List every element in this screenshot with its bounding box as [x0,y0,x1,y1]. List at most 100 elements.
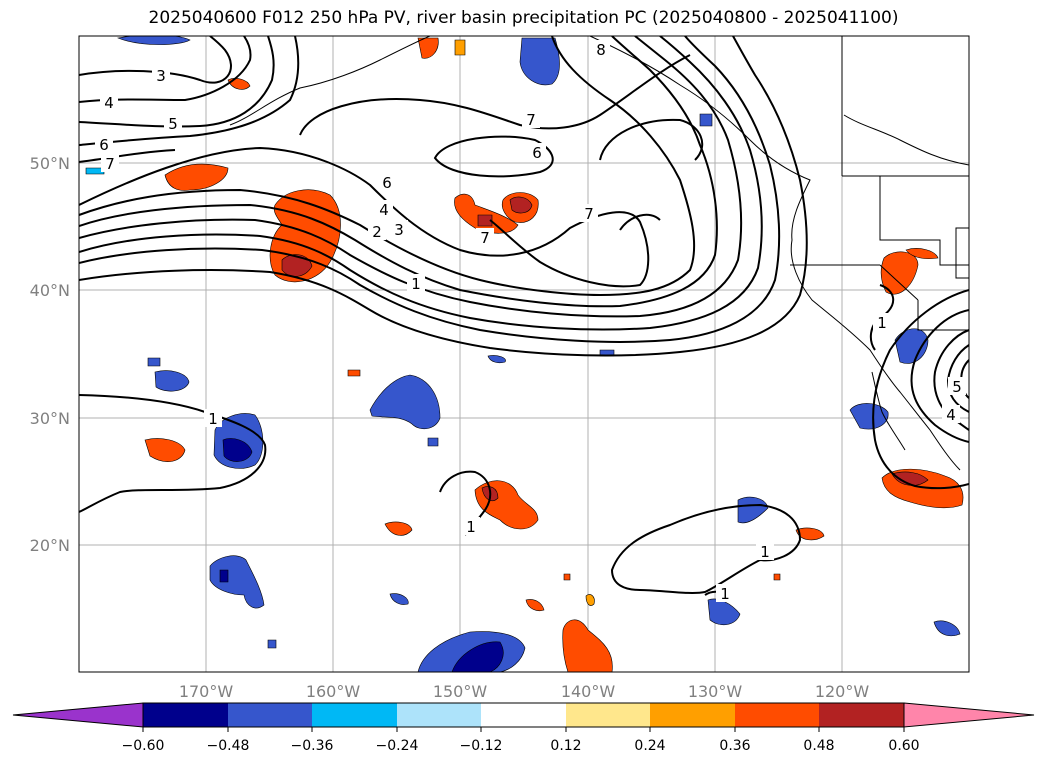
pv-contour [79,36,232,84]
colorbar-tick-label: −0.24 [376,738,419,754]
colorbar: −0.60 −0.48 −0.36 −0.24 −0.12 0.12 0.24 … [12,702,1035,754]
colorbar-tick-label: 0.12 [550,738,581,754]
contour-label: 2 [372,223,382,241]
colorbar-tick-label: −0.48 [207,738,250,754]
precip-blob [384,521,413,536]
coastlines [229,36,969,471]
precip-blob [154,370,190,392]
colorbar-tick-label: 0.48 [803,738,834,754]
contour-label: 7 [584,205,594,223]
colorbar-tick-label: −0.12 [460,738,503,754]
pv-contour [79,36,718,308]
precip-blob [454,39,466,56]
precip-blob [116,36,191,45]
pv-contour [79,36,763,331]
lon-tick-label: 130°W [688,682,743,701]
precip-blob [85,167,105,175]
contour-label: 6 [99,136,109,154]
precip-blob [525,599,545,611]
contour-label: 3 [394,221,404,239]
colorbar-segment [228,703,312,727]
precip-blob [562,619,613,672]
lat-tick-label: 30°N [30,409,70,428]
contour-label: 1 [208,410,218,428]
lon-tick-label: 140°W [561,682,616,701]
precip-blob [219,569,229,583]
precip-fill [85,36,964,672]
lat-tick-label: 50°N [30,154,70,173]
contour-label: 1 [760,543,770,561]
colorbar-segment [650,703,735,727]
colorbar-tick-label: 0.36 [719,738,750,754]
contour-label: 8 [596,41,606,59]
contour-label: 7 [526,111,536,129]
pv-contour [79,36,781,343]
precip-blob [933,620,961,637]
contour-label: 5 [952,378,962,396]
contour-label: 1 [466,518,476,536]
precip-blob [509,196,533,214]
colorbar-segment [312,703,397,727]
contour-label: 6 [382,174,392,192]
colorbar-segment [143,703,228,727]
pv-contour [79,394,267,513]
map-title: 2025040600 F012 250 hPa PV, river basin … [148,8,899,28]
pv-contour [910,309,969,443]
lat-tick-label: 20°N [30,536,70,555]
contour-label: 1 [877,314,887,332]
colorbar-extend-high [903,702,1035,728]
precip-blob [164,163,229,191]
pv-contour [872,289,969,490]
pv-contour [299,54,691,136]
precip-blob [427,437,439,447]
contour-label: 4 [379,201,389,219]
contour-labels: 3 4 5 6 7 6 4 3 2 1 7 6 7 1 [95,40,966,603]
colorbar-extend-low [12,702,144,728]
pv-contour [433,135,554,178]
precip-blob [144,438,186,462]
lon-tick-label: 150°W [433,682,488,701]
precip-blob [891,471,929,486]
lon-tick-label: 170°W [179,682,234,701]
contour-label: 4 [946,406,956,424]
contour-label: 3 [156,67,166,85]
precip-blob [585,594,595,606]
pv-contour [933,329,969,431]
precip-blob [209,555,265,609]
pv-contour [79,36,252,103]
contour-label: 1 [720,585,730,603]
colorbar-segment [735,703,819,727]
pv-contour [599,118,704,161]
lon-tick-label: 120°W [815,682,870,701]
lon-tick-label: 160°W [306,682,361,701]
contour-label: 5 [168,115,178,133]
precip-blob [267,639,277,649]
precip-blob [699,113,713,127]
contour-label: 1 [411,275,421,293]
precip-blob [477,214,493,227]
colorbar-tick-label: −0.60 [122,738,165,754]
precip-blob [222,438,253,462]
colorbar-segment [397,703,481,727]
colorbar-tick-label: 0.24 [634,738,665,754]
pv-contour [610,503,802,594]
precip-blob [563,573,571,581]
map-frame [78,35,970,673]
precip-blob [454,193,519,234]
lat-tick-label: 40°N [30,281,70,300]
precip-blob [417,37,439,59]
pv-contour [79,36,696,297]
precip-blob [347,369,361,377]
contour-label: 4 [104,94,114,112]
precip-blob [487,355,506,364]
precip-blob [451,641,504,672]
precip-blob [905,248,939,260]
precip-blob [389,593,409,605]
pv-contour [79,36,275,128]
colorbar-segment [566,703,650,727]
pv-contour [79,149,176,163]
lon-tick-labels: 170°W 160°W 150°W 140°W 130°W 120°W [179,682,870,701]
precip-blob [369,374,441,430]
pv-contour [79,36,300,146]
